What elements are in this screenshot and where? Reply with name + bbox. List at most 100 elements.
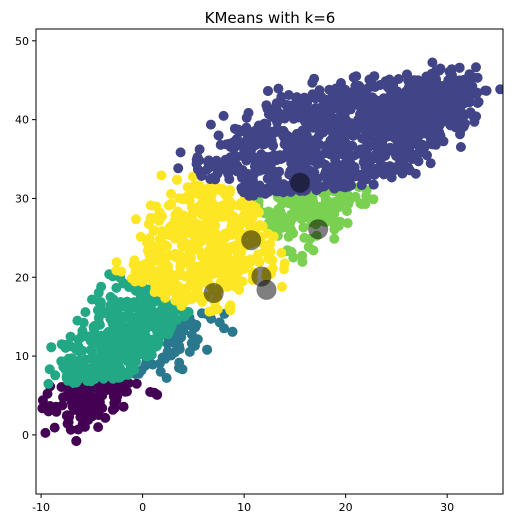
scatter-point	[138, 290, 149, 301]
scatter-point	[279, 264, 289, 275]
scatter-point	[201, 164, 212, 175]
scatter-point	[189, 207, 200, 217]
scatter-point	[368, 194, 379, 205]
scatter-point	[123, 298, 134, 308]
x-tick-label: 10	[237, 501, 251, 514]
scatter-point	[204, 306, 215, 317]
scatter-point	[89, 338, 100, 349]
scatter-point	[370, 168, 381, 179]
scatter-point	[175, 147, 186, 158]
scatter-point	[207, 204, 218, 215]
scatter-point	[288, 228, 299, 239]
scatter-point	[365, 81, 376, 92]
scatter-point	[202, 255, 213, 265]
scatter-point	[143, 321, 154, 332]
scatter-point	[421, 71, 432, 82]
scatter-point	[166, 348, 177, 359]
centroid-marker	[308, 219, 329, 240]
scatter-point	[192, 270, 203, 280]
scatter-point	[65, 331, 76, 342]
scatter-point	[368, 179, 379, 190]
scatter-point	[459, 74, 470, 85]
scatter-point	[190, 240, 201, 251]
scatter-point	[398, 151, 409, 162]
scatter-point	[472, 72, 483, 83]
scatter-point	[263, 160, 274, 171]
scatter-point	[245, 256, 256, 267]
scatter-point	[162, 241, 172, 251]
scatter-point	[73, 341, 84, 352]
scatter-point	[155, 287, 166, 298]
scatter-point	[261, 119, 272, 129]
scatter-point	[114, 332, 125, 343]
scatter-point	[375, 80, 385, 90]
scatter-point	[75, 412, 86, 423]
scatter-point	[105, 300, 116, 311]
x-tick-label: 0	[139, 501, 146, 514]
scatter-point	[93, 287, 104, 298]
scatter-point	[43, 378, 54, 389]
scatter-point	[356, 180, 367, 191]
scatter-point	[242, 201, 253, 212]
scatter-point	[115, 318, 126, 329]
scatter-point	[215, 139, 226, 150]
scatter-point	[290, 135, 300, 146]
scatter-point	[315, 122, 325, 133]
scatter-point	[388, 144, 399, 155]
scatter-point	[96, 330, 107, 341]
scatter-point	[183, 253, 194, 264]
scatter-point	[303, 203, 314, 214]
scatter-point	[225, 305, 236, 316]
scatter-point	[202, 230, 213, 241]
scatter-point	[435, 63, 446, 74]
scatter-point	[239, 217, 250, 228]
scatter-point	[288, 252, 299, 263]
scatter-point	[357, 110, 368, 121]
scatter-point	[237, 276, 248, 287]
scatter-point	[278, 179, 289, 190]
scatter-point	[189, 217, 200, 228]
scatter-point	[130, 312, 141, 323]
scatter-point	[455, 91, 466, 102]
scatter-point	[163, 329, 174, 340]
scatter-point	[110, 354, 121, 365]
scatter-point	[297, 125, 308, 136]
scatter-point	[156, 267, 167, 278]
scatter-point	[194, 144, 205, 155]
scatter-point	[329, 148, 340, 159]
scatter-point	[268, 140, 278, 151]
scatter-point	[495, 84, 503, 95]
scatter-point	[231, 134, 242, 145]
scatter-point	[50, 370, 61, 381]
scatter-point	[42, 388, 53, 399]
scatter-point	[329, 183, 340, 194]
scatter-point	[412, 123, 423, 134]
centroid-marker	[203, 283, 224, 303]
y-tick-label: 30	[15, 192, 29, 205]
scatter-point	[320, 148, 331, 159]
scatter-point	[136, 329, 147, 340]
scatter-point	[75, 355, 86, 366]
scatter-point	[245, 188, 256, 199]
scatter-point	[356, 199, 367, 209]
scatter-point	[62, 364, 73, 375]
scatter-point	[319, 170, 330, 181]
scatter-point	[241, 127, 252, 138]
scatter-point	[187, 318, 198, 329]
scatter-point	[422, 150, 432, 161]
scatter-point	[272, 117, 283, 128]
scatter-point	[86, 363, 97, 374]
scatter-point	[265, 214, 276, 225]
scatter-point	[355, 89, 366, 100]
scatter-point	[172, 174, 182, 185]
scatter-point	[49, 422, 60, 433]
scatter-point	[218, 110, 229, 121]
scatter-point	[194, 180, 205, 191]
scatter-point	[149, 225, 159, 236]
scatter-point	[386, 89, 397, 100]
scatter-point	[112, 304, 123, 315]
scatter-point	[214, 201, 225, 212]
scatter-point	[353, 123, 363, 134]
scatter-point	[179, 225, 190, 235]
